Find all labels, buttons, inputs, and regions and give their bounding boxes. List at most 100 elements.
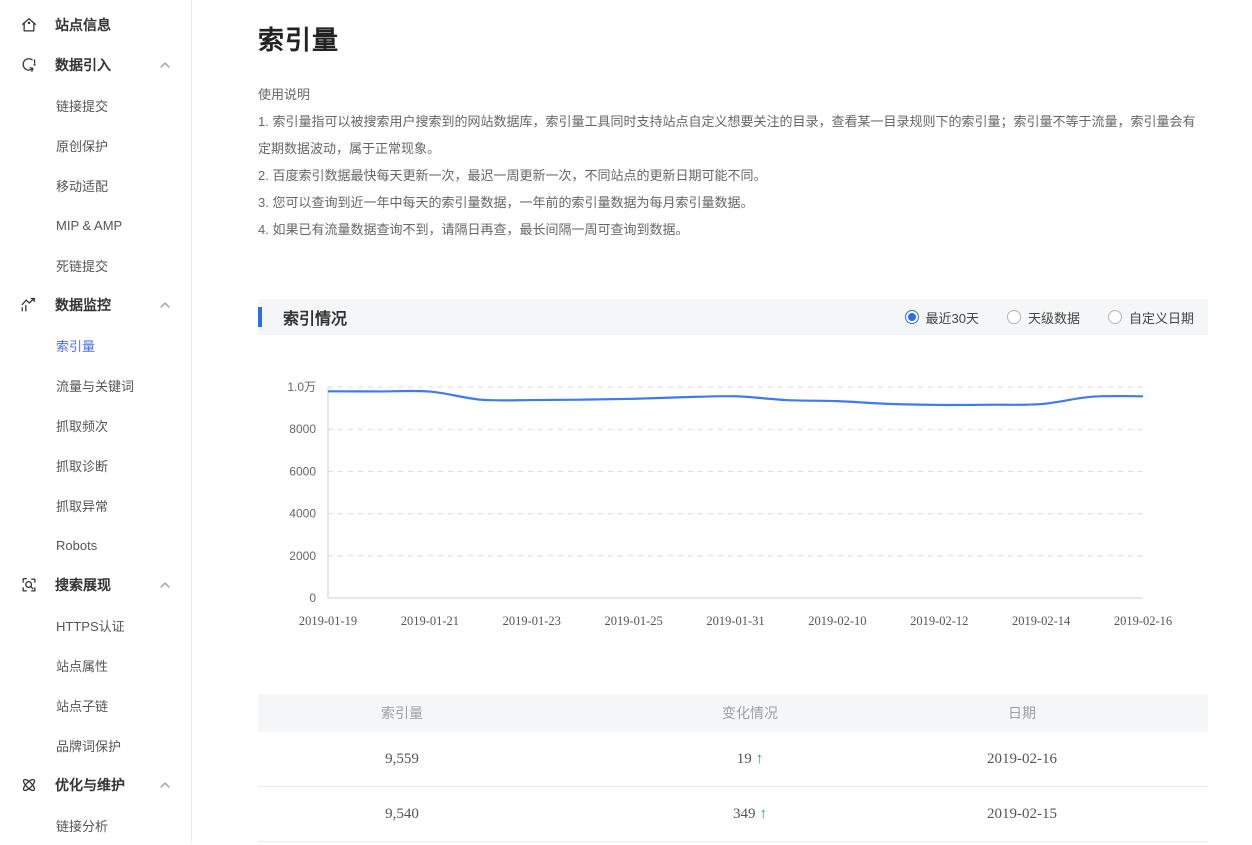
usage-line-3: 3. 您可以查询到近一年中每天的索引量数据，一年前的索引量数据为每月索引量数据。 — [258, 195, 754, 210]
index-data-table: 索引量 变化情况 日期 9,559 19 ↑ 2019-02-16 9,540 3… — [258, 694, 1208, 842]
sidebar-item-https-cert[interactable]: HTTPS认证 — [0, 605, 191, 645]
date-range-radio-group: 最近30天 天级数据 自定义日期 — [904, 308, 1209, 327]
radio-selected-icon — [904, 310, 919, 324]
sidebar-item-mobile-adaptation[interactable]: 移动适配 — [0, 165, 191, 205]
up-arrow-icon: ↑ — [759, 805, 768, 822]
table-header-date: 日期 — [1008, 705, 1036, 721]
usage-line-2: 2. 百度索引数据最快每天更新一次，最迟一周更新一次，不同站点的更新日期可能不同… — [258, 168, 767, 183]
sidebar-group-label: 数据监控 — [55, 297, 111, 313]
sidebar-item-crawl-exception[interactable]: 抓取异常 — [0, 485, 191, 525]
svg-text:1.0万: 1.0万 — [287, 380, 316, 394]
chevron-up-icon[interactable] — [157, 297, 173, 313]
section-title: 索引情况 — [283, 311, 348, 328]
sidebar-item-label: 抓取频次 — [56, 418, 109, 434]
sidebar-item-label: 索引量 — [56, 338, 96, 354]
sidebar-item-robots[interactable]: Robots — [0, 525, 191, 565]
usage-instructions: 使用说明 1. 索引量指可以被搜索用户搜索到的网站数据库，索引量工具同时支持站点… — [258, 81, 1208, 243]
sidebar-item-label: 原创保护 — [56, 138, 109, 154]
table-header-index: 索引量 — [381, 705, 423, 721]
chart-container: 0 2000 4000 6000 8000 1.0万 2019-01-19 2019-01-2… — [258, 375, 1208, 638]
svg-text:8000: 8000 — [289, 422, 316, 436]
svg-text:2019-01-25: 2019-01-25 — [604, 614, 662, 628]
chevron-up-icon[interactable] — [157, 57, 173, 73]
sidebar-item-label: 链接提交 — [56, 98, 109, 114]
accent-bar — [258, 307, 262, 327]
index-value-cell: 9,540 — [385, 805, 419, 822]
svg-text:0: 0 — [309, 591, 316, 605]
radio-label: 天级数据 — [1027, 310, 1080, 326]
svg-text:2019-01-19: 2019-01-19 — [299, 614, 357, 628]
svg-text:6000: 6000 — [289, 464, 316, 478]
radio-custom-date[interactable]: 自定义日期 — [1107, 308, 1194, 327]
sidebar-group-label: 站点信息 — [55, 17, 111, 33]
sidebar-item-label: 流量与关键词 — [56, 378, 135, 394]
sidebar-item-label: 死链提交 — [56, 258, 109, 274]
svg-text:2019-01-21: 2019-01-21 — [401, 614, 459, 628]
sidebar-item-label: 抓取异常 — [56, 498, 109, 514]
sidebar-item-site-sublinks[interactable]: 站点子链 — [0, 685, 191, 725]
sidebar-item-label: 抓取诊断 — [56, 458, 109, 474]
sidebar-item-label: 移动适配 — [56, 178, 109, 194]
sidebar-item-label: 站点子链 — [56, 698, 109, 714]
data-monitor-icon — [20, 296, 38, 314]
svg-text:2019-01-31: 2019-01-31 — [706, 614, 764, 628]
svg-text:2019-02-10: 2019-02-10 — [808, 614, 866, 628]
usage-line-4: 4. 如果已有流量数据查询不到，请隔日再查，最长间隔一周可查询到数据。 — [258, 222, 689, 237]
date-cell: 2019-02-15 — [987, 805, 1057, 822]
table-header-change: 变化情况 — [722, 705, 778, 721]
main-content: 索引量 使用说明 1. 索引量指可以被搜索用户搜索到的网站数据库，索引量工具同时… — [192, 0, 1252, 842]
change-value: 349 — [733, 806, 756, 822]
sidebar-group-label: 数据引入 — [55, 57, 111, 73]
table-header-row: 索引量 变化情况 日期 — [258, 694, 1208, 732]
sidebar-item-index-volume[interactable]: 索引量 — [0, 325, 191, 365]
home-icon — [20, 16, 38, 34]
sidebar-group-label: 优化与维护 — [55, 777, 125, 793]
sidebar-item-dead-link-submission[interactable]: 死链提交 — [0, 245, 191, 285]
sidebar-item-link-submission[interactable]: 链接提交 — [0, 85, 191, 125]
change-cell: 349 ↑ — [546, 805, 954, 823]
svg-text:2019-02-12: 2019-02-12 — [910, 614, 968, 628]
sidebar-item-link-analysis[interactable]: 链接分析 — [0, 805, 191, 845]
chevron-up-icon[interactable] — [157, 777, 173, 793]
sidebar-item-crawl-diagnosis[interactable]: 抓取诊断 — [0, 445, 191, 485]
svg-text:2019-01-23: 2019-01-23 — [503, 614, 561, 628]
svg-text:2019-02-14: 2019-02-14 — [1012, 614, 1071, 628]
sidebar-item-brand-protection[interactable]: 品牌词保护 — [0, 725, 191, 765]
up-arrow-icon: ↑ — [755, 750, 764, 767]
usage-line-1: 1. 索引量指可以被搜索用户搜索到的网站数据库，索引量工具同时支持站点自定义想要… — [258, 114, 1196, 156]
sidebar-group-data-monitor[interactable]: 数据监控 — [0, 285, 191, 325]
usage-heading: 使用说明 — [258, 87, 311, 102]
sidebar-item-mip-amp[interactable]: MIP & AMP — [0, 205, 191, 245]
svg-text:2000: 2000 — [289, 549, 316, 563]
sidebar-item-label: 站点属性 — [56, 658, 109, 674]
section-header: 索引情况 最近30天 天级数据 自定义日期 — [258, 299, 1208, 335]
sidebar-item-crawl-frequency[interactable]: 抓取频次 — [0, 405, 191, 445]
sidebar-group-optimize-maintain[interactable]: 优化与维护 — [0, 765, 191, 805]
date-cell: 2019-02-16 — [987, 750, 1057, 767]
table-row: 9,559 19 ↑ 2019-02-16 — [258, 732, 1208, 787]
index-trend-chart: 0 2000 4000 6000 8000 1.0万 2019-01-19 2019-01-2… — [287, 380, 1172, 628]
sidebar-item-label: MIP & AMP — [56, 217, 123, 233]
index-value-cell: 9,559 — [385, 750, 419, 767]
radio-label: 自定义日期 — [1128, 310, 1194, 326]
change-value: 19 — [736, 751, 752, 767]
sidebar-item-label: 品牌词保护 — [56, 738, 122, 754]
data-import-icon — [20, 56, 38, 74]
page-title: 索引量 — [258, 25, 340, 55]
sidebar-group-data-import[interactable]: 数据引入 — [0, 45, 191, 85]
sidebar-group-site-info[interactable]: 站点信息 — [0, 5, 191, 45]
chevron-up-icon[interactable] — [157, 577, 173, 593]
radio-unselected-icon — [1107, 310, 1122, 324]
sidebar-item-site-properties[interactable]: 站点属性 — [0, 645, 191, 685]
radio-daily-data[interactable]: 天级数据 — [1006, 308, 1080, 327]
sidebar-item-label: Robots — [56, 537, 98, 553]
sidebar-group-search-display[interactable]: 搜索展现 — [0, 565, 191, 605]
sidebar-item-traffic-keywords[interactable]: 流量与关键词 — [0, 365, 191, 405]
radio-label: 最近30天 — [925, 310, 979, 326]
svg-text:2019-02-16: 2019-02-16 — [1114, 614, 1172, 628]
sidebar: 站点信息 数据引入 链接提交 原创保护 移动适配 MIP & AMP 死链提交 … — [0, 0, 192, 842]
radio-last-30-days[interactable]: 最近30天 — [904, 308, 979, 327]
radio-unselected-icon — [1006, 310, 1021, 324]
sidebar-group-label: 搜索展现 — [55, 577, 111, 593]
sidebar-item-original-protection[interactable]: 原创保护 — [0, 125, 191, 165]
